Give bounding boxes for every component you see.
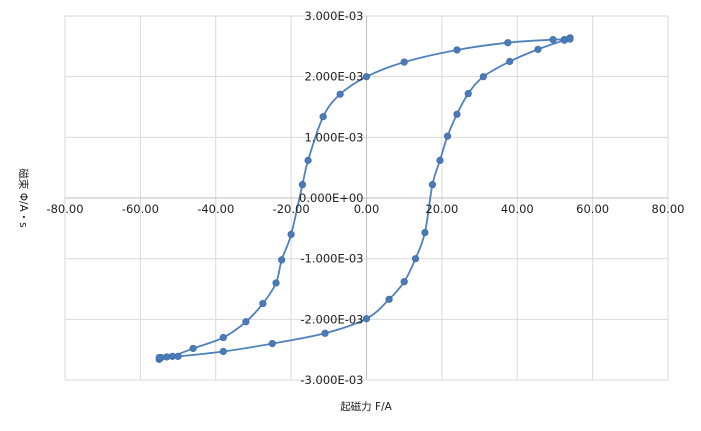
y-tick-label: 3.000E-03 [305, 9, 364, 23]
data-point [298, 181, 307, 189]
data-point [400, 58, 408, 66]
data-point [400, 278, 408, 286]
data-point [362, 315, 371, 323]
tick-labels: -80.00 -60.00 -40.00 -20.00 0.00 20.00 40.00 60… [46, 9, 684, 387]
x-tick-label: -20.00 [273, 202, 310, 216]
data-point [242, 318, 250, 326]
data-point [436, 156, 444, 164]
data-markers [155, 34, 574, 363]
data-point [504, 39, 512, 47]
data-point [506, 57, 514, 66]
x-tick-label: 0.00 [354, 202, 380, 216]
data-point [268, 340, 276, 348]
data-point [336, 90, 344, 98]
data-point [219, 347, 227, 356]
data-point [411, 255, 420, 263]
data-point [566, 35, 574, 43]
data-point [421, 228, 429, 237]
data-point [278, 256, 286, 264]
data-point [479, 73, 487, 81]
data-point [534, 45, 542, 53]
x-axis-label: 起磁力 F/A [340, 400, 392, 413]
data-point [464, 90, 472, 98]
data-point [219, 333, 227, 342]
data-point [319, 113, 327, 121]
x-tick-label: 60.00 [576, 202, 609, 216]
data-point [189, 344, 197, 353]
data-point [453, 46, 461, 54]
y-tick-label: -3.000E-03 [300, 373, 363, 387]
x-tick-label: -40.00 [197, 202, 234, 216]
data-point [272, 279, 280, 287]
data-point [453, 110, 461, 118]
y-tick-label: -2.000E-03 [300, 312, 363, 326]
x-tick-label: 40.00 [501, 202, 534, 216]
x-tick-label: 20.00 [425, 202, 458, 216]
data-point [385, 295, 393, 303]
data-point [443, 132, 452, 140]
series-line-1 [158, 36, 571, 361]
y-tick-label: 2.000E-03 [305, 70, 364, 84]
data-point [304, 156, 312, 164]
data-point [428, 181, 437, 189]
data-point [287, 230, 295, 238]
data-point [155, 353, 163, 362]
y-tick-label: 0.000E+00 [299, 191, 363, 205]
x-tick-label: 80.00 [652, 202, 685, 216]
x-tick-label: -60.00 [122, 202, 159, 216]
series-curves [158, 36, 571, 361]
y-axis-label: 磁束 Φ/A・s [17, 168, 30, 227]
y-tick-label: -1.000E-03 [300, 252, 363, 266]
y-tick-label: 1.000E-03 [305, 130, 364, 144]
data-point [362, 73, 371, 81]
data-point [549, 36, 557, 44]
data-point [174, 352, 182, 360]
data-point [321, 329, 329, 337]
x-tick-label: -80.00 [46, 202, 83, 216]
gridlines [64, 15, 669, 381]
data-point [259, 299, 267, 308]
